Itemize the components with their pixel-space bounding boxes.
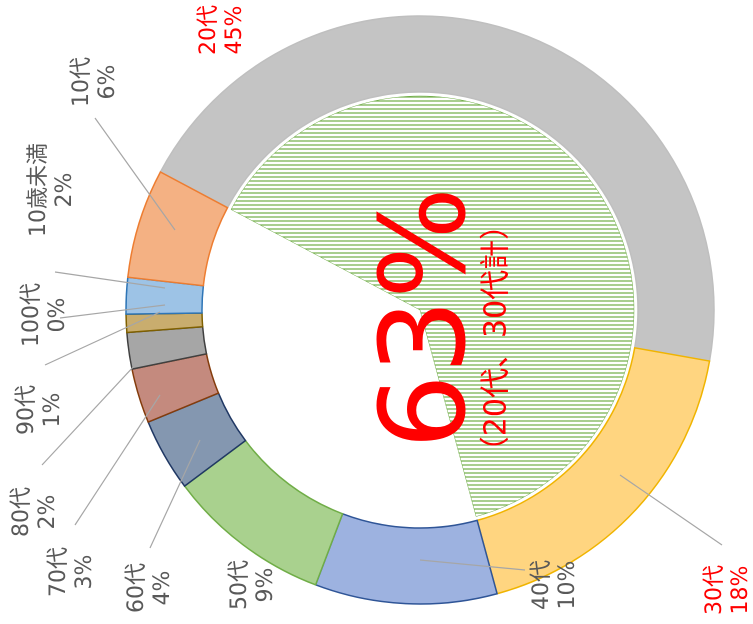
annotation-note: （20代、30代計） [479, 210, 514, 466]
leader-line [41, 364, 136, 466]
value-label: 2% [52, 173, 77, 208]
value-label: 9% [253, 568, 278, 603]
data-label: 30代18% [702, 565, 753, 615]
value-label: 3% [72, 555, 97, 590]
category-label: 100代 [19, 283, 44, 347]
data-label: 10代6% [69, 57, 120, 107]
data-label: 40代10% [529, 560, 580, 610]
value-label: 2% [35, 495, 60, 530]
donut-segment [159, 15, 715, 362]
data-label: 60代4% [124, 563, 175, 613]
leader-line [619, 474, 723, 546]
leader-line [44, 311, 161, 366]
data-label: 50代9% [227, 560, 278, 610]
value-label: 6% [95, 65, 120, 100]
category-label: 30代 [702, 565, 727, 615]
category-label: 50代 [227, 560, 252, 610]
donut-segment [314, 512, 499, 605]
category-label: 40代 [529, 560, 554, 610]
value-label: 45% [222, 6, 247, 55]
leader-line [59, 304, 166, 319]
data-label: 80代2% [9, 487, 60, 537]
data-label: 20代45% [196, 5, 247, 55]
data-label: 100代0% [19, 283, 70, 347]
category-label: 10歳未満 [26, 143, 51, 237]
inner-wedge [230, 95, 635, 517]
category-label: 70代 [46, 547, 71, 597]
leader-line [74, 394, 161, 526]
category-label: 20代 [196, 5, 221, 55]
value-label: 18% [728, 566, 753, 615]
category-label: 60代 [124, 563, 149, 613]
category-label: 80代 [9, 487, 34, 537]
annotation: 63% [354, 187, 492, 449]
category-label: 10代 [69, 57, 94, 107]
leader-line [419, 559, 526, 571]
leader-line [54, 271, 166, 289]
value-label: 4% [150, 571, 175, 606]
value-label: 10% [555, 561, 580, 610]
data-label: 10歳未満2% [26, 143, 77, 237]
leader-line [94, 117, 176, 231]
value-label: 0% [45, 298, 70, 333]
leader-line [149, 439, 201, 549]
data-label: 90代1% [14, 385, 65, 435]
donut-segment [127, 170, 229, 287]
category-label: 90代 [14, 385, 39, 435]
value-label: 1% [40, 393, 65, 428]
data-label: 70代3% [46, 547, 97, 597]
